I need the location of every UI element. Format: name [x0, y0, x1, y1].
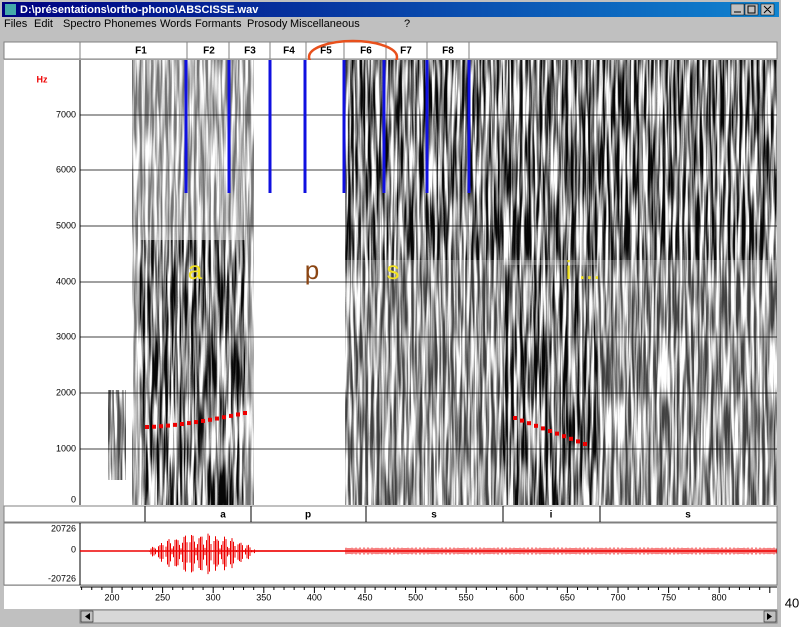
y-label: 3000 [56, 331, 76, 341]
time-label: 200 [104, 592, 119, 602]
formant-dot [208, 418, 212, 422]
time-label: 400 [307, 592, 322, 602]
time-label: 600 [509, 592, 524, 602]
menu-item[interactable]: Words [160, 18, 192, 30]
phoneme-label: s [685, 510, 691, 521]
frame-label[interactable]: F2 [203, 46, 215, 57]
page-number: 40 [785, 595, 799, 610]
menu-item[interactable]: Miscellaneous [290, 18, 360, 30]
time-label: 700 [610, 592, 625, 602]
time-label: 300 [206, 592, 221, 602]
formant-dot [145, 425, 149, 429]
formant-dot [513, 416, 517, 420]
formant-dot [152, 425, 156, 429]
y-label: 6000 [56, 164, 76, 174]
formant-dot [215, 417, 219, 421]
frame-label[interactable]: F7 [400, 46, 412, 57]
menu-item[interactable]: ? [404, 18, 410, 30]
time-label: 350 [256, 592, 271, 602]
y-label: 1000 [56, 443, 76, 453]
energy [345, 60, 777, 260]
time-label: 500 [408, 592, 423, 602]
amplitude-label: 20726 [51, 523, 76, 533]
unit-label: Hz [37, 74, 48, 84]
phoneme-annotation: a [188, 255, 203, 285]
time-label: 250 [155, 592, 170, 602]
menu-item[interactable]: Prosody [247, 18, 288, 30]
phoneme-annotation: s [387, 255, 400, 285]
formant-dot [201, 419, 205, 423]
menu-item[interactable]: Spectro [63, 18, 101, 30]
frame-label[interactable]: F3 [244, 46, 256, 57]
phoneme-label: a [220, 510, 226, 521]
formant-dot [187, 421, 191, 425]
screenshot: D:\présentations\ortho-phono\ABSCISSE.wa… [0, 0, 803, 627]
time-label: 450 [357, 592, 372, 602]
phoneme-label: i [550, 510, 553, 521]
formant-dot [166, 424, 170, 428]
phoneme-annotation: i ... [566, 255, 601, 285]
formant-dot [576, 439, 580, 443]
scrollbar[interactable] [80, 610, 777, 623]
spectrogram-texture [108, 60, 777, 505]
formant-dot [159, 424, 163, 428]
formant-dot [527, 421, 531, 425]
formant-dot [520, 419, 524, 423]
formant-dot [222, 415, 226, 419]
phoneme-annotation: p [305, 255, 319, 285]
y-label: 5000 [56, 220, 76, 230]
time-label: 550 [459, 592, 474, 602]
frame-label[interactable]: F4 [283, 46, 295, 57]
window-buttons [731, 4, 774, 15]
time-label: 750 [661, 592, 676, 602]
time-label: 800 [712, 592, 727, 602]
formant-dot [180, 422, 184, 426]
frame-label[interactable]: F1 [135, 46, 147, 57]
formant-dot [243, 411, 247, 415]
formant-dot [562, 434, 566, 438]
formant-dot [534, 424, 538, 428]
frame-label[interactable]: F6 [360, 46, 372, 57]
formant-dot [229, 414, 233, 418]
formant-dot [194, 420, 198, 424]
app-icon [5, 4, 16, 15]
time-label: 650 [560, 592, 575, 602]
formant-dot [569, 437, 573, 441]
menu-item[interactable]: Formants [195, 18, 242, 30]
energy [108, 390, 126, 480]
y-label: 7000 [56, 109, 76, 119]
energy [503, 265, 598, 505]
frame-label[interactable]: F5 [320, 46, 332, 57]
amplitude-label: 0 [71, 544, 76, 554]
formant-dot [236, 412, 240, 416]
minimize-button[interactable] [731, 4, 744, 15]
window-title: D:\présentations\ortho-phono\ABSCISSE.wa… [20, 4, 259, 16]
formant-dot [583, 442, 587, 446]
frame-label[interactable]: F8 [442, 46, 454, 57]
formant-dot [555, 432, 559, 436]
y-label: 2000 [56, 387, 76, 397]
menu-item[interactable]: Edit [34, 18, 53, 30]
y-label: 0 [71, 494, 76, 504]
y-label: 4000 [56, 276, 76, 286]
formant-dot [173, 423, 177, 427]
formant-dot [541, 426, 545, 430]
phoneme-row [4, 506, 777, 522]
menu-item[interactable]: Files [4, 18, 28, 30]
formant-dot [548, 429, 552, 433]
phoneme-label: s [431, 510, 437, 521]
menu-item[interactable]: Phonemes [104, 18, 157, 30]
frame-header [4, 42, 777, 59]
amplitude-label: -20726 [48, 573, 76, 583]
phoneme-label: p [305, 510, 311, 521]
